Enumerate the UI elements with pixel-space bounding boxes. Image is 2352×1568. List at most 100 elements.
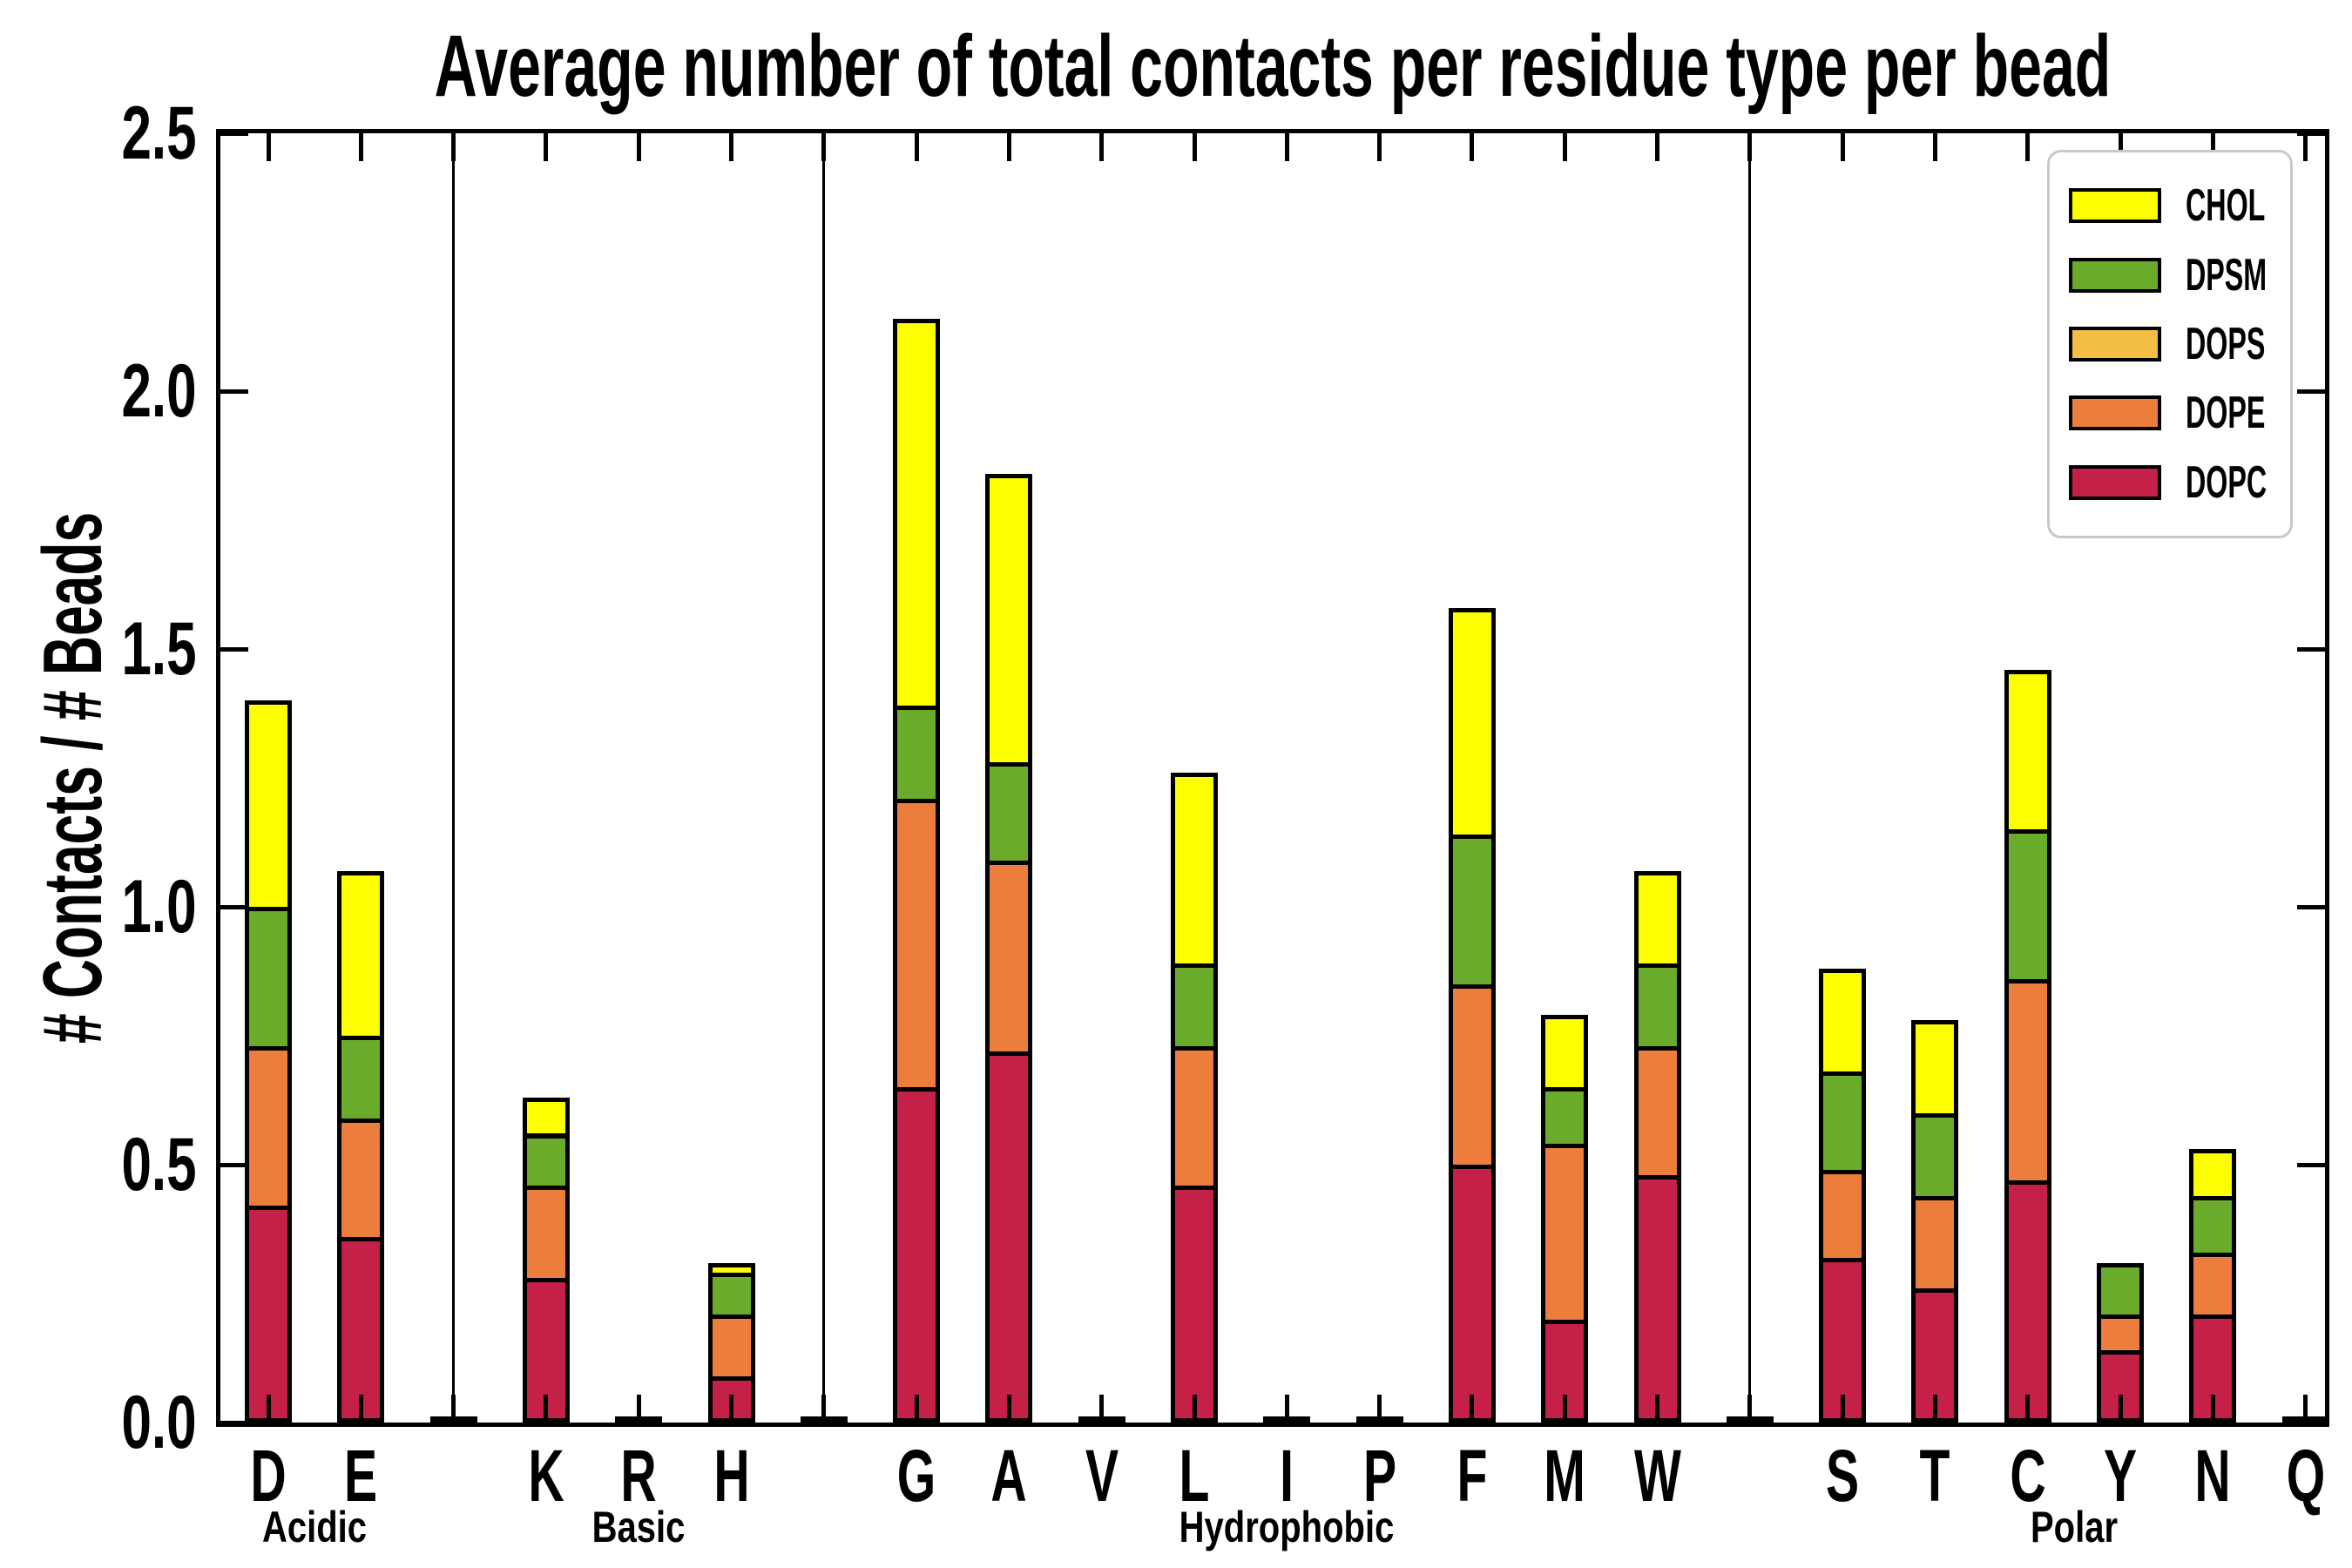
x-tick-label-Y-text: Y [2103,1435,2138,1517]
T-CHOL-segment [1911,1020,1959,1118]
group-label-acidic: Acidic [249,1505,380,1549]
x-tick-top [2118,133,2123,161]
group-label-acidic-text: Acidic [262,1503,368,1551]
x-tick-label-R-text: R [620,1435,657,1517]
y-tick-left [220,1162,248,1167]
D-DOPE-segment [245,1045,292,1211]
group-label-hydrophobic: Hydrophobic [1152,1505,1421,1549]
x-tick-label-F: F [1450,1439,1494,1512]
legend-entry-dops: DOPS [2069,321,2290,367]
y-tick-label: 1.0 [92,869,197,944]
group-divider [822,133,826,1423]
M-DOPE-segment [1541,1144,1589,1324]
x-tick-label-G: G [888,1439,944,1512]
x-tick-bottom [1562,1395,1567,1423]
legend-label-dpsm: DPSM [2186,253,2316,298]
E-DOPC-segment [337,1236,385,1423]
y-tick-right [2297,131,2325,136]
x-tick-top [821,133,827,161]
S-DOPE-segment [1819,1169,1867,1262]
x-tick-bottom [1192,1395,1197,1423]
L-DOPC-segment [1171,1185,1218,1423]
M-CHOL-segment [1541,1015,1589,1092]
x-tick-bottom [2303,1395,2308,1423]
y-tick-label: 0.5 [92,1127,197,1202]
x-tick-bottom [2210,1395,2215,1423]
D-DPSM-segment [245,907,292,1051]
x-tick-bottom [914,1395,919,1423]
G-DOPC-segment [893,1087,941,1423]
x-tick-top [1377,133,1382,161]
chart-title: Average number of total contacts per res… [434,17,2112,115]
W-DPSM-segment [1633,963,1681,1051]
y-tick-right [2297,1420,2325,1425]
x-tick-label-E-text: E [344,1435,378,1517]
x-tick-bottom [1932,1395,1937,1423]
group-label-polar-text: Polar [2030,1503,2118,1551]
group-label-hydrophobic-text: Hydrophobic [1179,1503,1395,1551]
x-tick-label-W-text: W [1633,1435,1681,1517]
x-tick-top [914,133,919,161]
A-DOPC-segment [985,1051,1033,1423]
x-tick-label-A: A [983,1439,1036,1512]
x-tick-label-E: E [336,1439,385,1512]
x-tick-label-K-text: K [528,1435,564,1517]
group-divider [1748,133,1752,1423]
K-DOPE-segment [522,1185,570,1283]
x-tick-top [1470,133,1475,161]
H-CHOL-segment [707,1262,755,1278]
C-CHOL-segment [2004,669,2051,835]
x-tick-top [1006,133,1011,161]
x-tick-top [2303,133,2308,161]
x-tick-bottom [1006,1395,1011,1423]
legend-entry-dpsm: DPSM [2069,253,2290,298]
legend-label-dops: DOPS [2186,321,2314,367]
x-tick-label-C-text: C [2010,1435,2046,1517]
x-tick-label-D: D [242,1439,295,1512]
x-tick-label-H-text: H [713,1435,750,1517]
Y-DOPE-segment [2097,1314,2144,1355]
A-DOPE-segment [985,860,1033,1056]
x-tick-label-Q: Q [2277,1439,2334,1512]
S-DPSM-segment [1819,1071,1867,1174]
legend-label-dope: DOPE [2186,390,2314,436]
x-tick-top [2025,133,2031,161]
x-tick-label-L-text: L [1179,1435,1210,1517]
x-tick-label-P-text: P [1362,1435,1396,1517]
x-tick-bottom [1099,1395,1105,1423]
y-tick-left [220,131,248,136]
C-DPSM-segment [2004,829,2051,983]
legend-label-dopc: DOPC [2186,460,2316,505]
L-DOPE-segment [1171,1045,1218,1190]
L-CHOL-segment [1171,773,1218,969]
y-tick-right [2297,389,2325,394]
K-DPSM-segment [522,1133,570,1190]
x-tick-label-I-text: I [1280,1435,1294,1517]
legend-entry-chol: CHOL [2069,183,2290,228]
F-CHOL-segment [1448,607,1496,840]
group-divider [452,133,456,1423]
y-tick-label-text: 2.5 [121,91,197,175]
x-tick-top [1562,133,1567,161]
N-DPSM-segment [2189,1195,2237,1257]
legend-label-dpsm-text: DPSM [2186,249,2268,301]
E-DOPE-segment [337,1118,385,1241]
x-tick-label-L: L [1172,1439,1216,1512]
F-DOPC-segment [1448,1165,1496,1423]
Y-DPSM-segment [2097,1262,2144,1319]
E-CHOL-segment [337,870,385,1040]
x-tick-bottom [2118,1395,2123,1423]
G-DOPE-segment [893,798,941,1092]
x-tick-label-M: M [1534,1439,1595,1512]
x-tick-label-Q-text: Q [2286,1435,2325,1517]
K-CHOL-segment [522,1098,570,1139]
y-tick-left [220,389,248,394]
x-tick-bottom [2025,1395,2031,1423]
x-tick-top [1840,133,1845,161]
x-tick-bottom [1284,1395,1289,1423]
S-CHOL-segment [1819,969,1867,1077]
y-tick-right [2297,904,2325,909]
x-tick-top [1747,133,1753,161]
T-DOPE-segment [1911,1195,1959,1294]
chol-swatch-icon [2069,188,2161,224]
